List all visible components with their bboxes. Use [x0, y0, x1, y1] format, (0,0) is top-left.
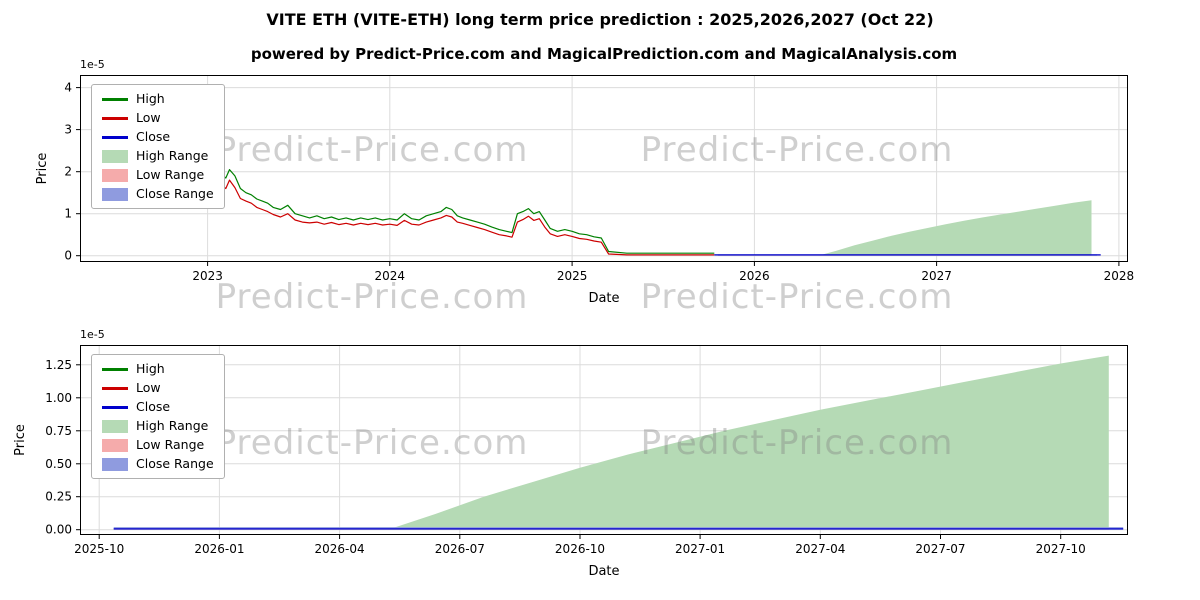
x-tick-label: 2027: [921, 269, 952, 283]
y-tick-label: 3: [64, 123, 72, 137]
legend-label: Close Range: [136, 456, 214, 471]
legend-label: High Range: [136, 148, 209, 163]
legend-item-close-range: Close Range: [102, 456, 214, 472]
legend-item-close: Close: [102, 399, 214, 415]
legend-item-high-range: High Range: [102, 148, 214, 164]
y-tick-label: 1.00: [45, 391, 72, 405]
legend-patch-swatch: [102, 457, 128, 471]
legend-item-high: High: [102, 361, 214, 377]
legend-patch-swatch: [102, 149, 128, 163]
y-axis-label: Price: [13, 424, 28, 456]
legend-line-swatch: [102, 386, 128, 390]
y-tick-label: 0.00: [45, 523, 72, 537]
legend-label: High: [136, 91, 165, 106]
legend-label: High: [136, 361, 165, 376]
x-tick-label: 2026-10: [555, 542, 605, 556]
y-axis-offset-label: 1e-5: [80, 328, 105, 341]
chart-subtitle: powered by Predict-Price.com and Magical…: [250, 45, 958, 63]
legend-label: Low: [136, 380, 161, 395]
legend-item-low-range: Low Range: [102, 167, 214, 183]
x-tick-label: 2024: [375, 269, 406, 283]
x-tick-label: 2027-07: [915, 542, 965, 556]
x-tick-label: 2023: [192, 269, 223, 283]
y-tick-label: 1: [64, 207, 72, 221]
legend-item-close: Close: [102, 129, 214, 145]
y-axis-offset-label: 1e-5: [80, 58, 105, 71]
y-axis-label: Price: [35, 153, 50, 185]
y-tick-label: 2: [64, 165, 72, 179]
y-tick-label: 1.25: [45, 358, 72, 372]
x-axis-label: Date: [588, 291, 619, 306]
axes-frame: [80, 75, 1128, 262]
y-tick-label: 0: [64, 249, 72, 263]
legend: High Low Close High Range Low Range Close Ran…: [91, 84, 225, 209]
legend-item-high: High: [102, 91, 214, 107]
legend-item-close-range: Close Range: [102, 186, 214, 202]
x-axis-label: Date: [588, 564, 619, 579]
legend-line-swatch: [102, 405, 128, 409]
legend-item-high-range: High Range: [102, 418, 214, 434]
x-tick-label: 2025-10: [74, 542, 124, 556]
legend-label: Close: [136, 399, 171, 414]
y-tick-label: 0.75: [45, 424, 72, 438]
legend-item-low-range: Low Range: [102, 437, 214, 453]
legend-label: Low: [136, 110, 161, 125]
x-tick-label: 2028: [1104, 269, 1135, 283]
legend-label: Close Range: [136, 186, 214, 201]
legend-line-swatch: [102, 97, 128, 101]
legend-line-swatch: [102, 116, 128, 120]
y-tick-label: 0.50: [45, 457, 72, 471]
legend-label: Low Range: [136, 167, 205, 182]
axes-frame: [80, 345, 1128, 535]
y-tick-label: 0.25: [45, 490, 72, 504]
legend-label: High Range: [136, 418, 209, 433]
x-tick-label: 2026-01: [194, 542, 244, 556]
legend-line-swatch: [102, 135, 128, 139]
legend-label: Low Range: [136, 437, 205, 452]
x-tick-label: 2026-07: [435, 542, 485, 556]
x-tick-label: 2027-10: [1036, 542, 1086, 556]
legend-patch-swatch: [102, 187, 128, 201]
legend-line-swatch: [102, 367, 128, 371]
x-tick-label: 2025: [557, 269, 588, 283]
legend-patch-swatch: [102, 438, 128, 452]
x-tick-label: 2026: [739, 269, 770, 283]
legend-patch-swatch: [102, 419, 128, 433]
legend-item-low: Low: [102, 110, 214, 126]
x-tick-label: 2026-04: [315, 542, 365, 556]
high-range-area: [387, 355, 1109, 530]
x-tick-label: 2027-04: [795, 542, 845, 556]
legend: High Low Close High Range Low Range Close Ran…: [91, 354, 225, 479]
page-title: VITE ETH (VITE-ETH) long term price pred…: [266, 10, 934, 29]
y-tick-label: 4: [64, 81, 72, 95]
legend-item-low: Low: [102, 380, 214, 396]
high-range-area: [818, 200, 1092, 256]
legend-patch-swatch: [102, 168, 128, 182]
x-tick-label: 2027-01: [675, 542, 725, 556]
legend-label: Close: [136, 129, 171, 144]
